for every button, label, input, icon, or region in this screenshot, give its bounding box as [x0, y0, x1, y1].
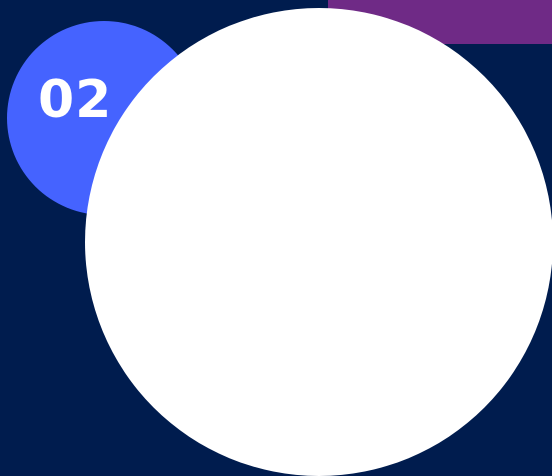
image-placeholder-circle — [85, 8, 552, 476]
step-number: 02 — [38, 70, 113, 130]
